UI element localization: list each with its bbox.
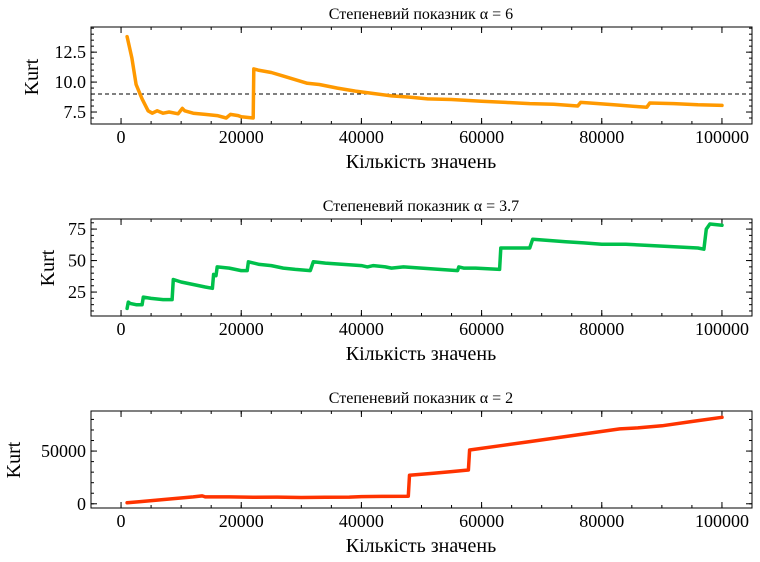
x-tick-label: 80000 xyxy=(579,127,624,147)
panel-alpha-3-7: Степеневий показник α = 3.7 0 20000 40000 6… xyxy=(37,198,753,365)
panel-3-title: Степеневий показник α = 2 xyxy=(329,390,513,407)
x-tick-label: 0 xyxy=(117,127,126,147)
panel-3-xlabel: Кількість значень xyxy=(346,535,496,557)
x-tick-label: 100000 xyxy=(695,127,749,147)
panel-3-ylabel: Kurt xyxy=(3,441,25,478)
x-tick-label: 60000 xyxy=(459,127,504,147)
x-tick-label: 60000 xyxy=(459,319,504,339)
y-tick-label: 25 xyxy=(68,282,86,302)
x-tick-label: 80000 xyxy=(579,319,624,339)
y-tick-label: 7.5 xyxy=(64,102,87,122)
x-tick-label: 60000 xyxy=(459,511,504,531)
x-tick-label: 20000 xyxy=(219,319,264,339)
series-line xyxy=(125,415,724,505)
x-tick-label: 0 xyxy=(117,511,126,531)
panel-2-xlabel: Кількість значень xyxy=(346,343,496,365)
panel-2-title: Степеневий показник α = 3.7 xyxy=(323,198,519,215)
series-line xyxy=(125,222,724,311)
plot-frame xyxy=(90,26,753,125)
y-tick-label: 10.0 xyxy=(55,72,87,92)
y-tick-label: 50 xyxy=(68,251,86,271)
x-tick-label: 20000 xyxy=(219,127,264,147)
x-tick-label: 20000 xyxy=(219,511,264,531)
x-tick-label: 40000 xyxy=(339,319,384,339)
series-line xyxy=(125,34,724,120)
panel-2-ylabel: Kurt xyxy=(37,249,59,286)
x-tick-label: 40000 xyxy=(339,511,384,531)
y-tick-label: 75 xyxy=(68,219,86,239)
y-tick-label: 12.5 xyxy=(55,42,87,62)
panel-1-ylabel: Kurt xyxy=(21,58,43,95)
panel-2-plot-area: 0 20000 40000 60000 80000 100000 25 50 75 xyxy=(68,218,753,339)
panel-alpha-6: Степеневий показник α = 6 0 20000 40000 600… xyxy=(21,6,753,173)
panel-1-xlabel: Кількість значень xyxy=(346,151,496,173)
x-tick-label: 80000 xyxy=(579,511,624,531)
panel-1-title: Степеневий показник α = 6 xyxy=(329,6,513,23)
x-tick-label: 40000 xyxy=(339,127,384,147)
y-tick-label: 50000 xyxy=(41,441,86,461)
x-tick-label: 100000 xyxy=(695,511,749,531)
y-tick-label: 0 xyxy=(77,494,86,514)
panel-3-plot-area: 0 20000 40000 60000 80000 100000 0 50000 xyxy=(41,410,753,531)
x-tick-label: 100000 xyxy=(695,319,749,339)
panel-alpha-2: Степеневий показник α = 2 0 20000 40000 600… xyxy=(3,390,753,557)
panel-1-plot-area: 0 20000 40000 60000 80000 100000 7.5 10.0 12.5 xyxy=(55,26,753,147)
x-tick-label: 0 xyxy=(117,319,126,339)
